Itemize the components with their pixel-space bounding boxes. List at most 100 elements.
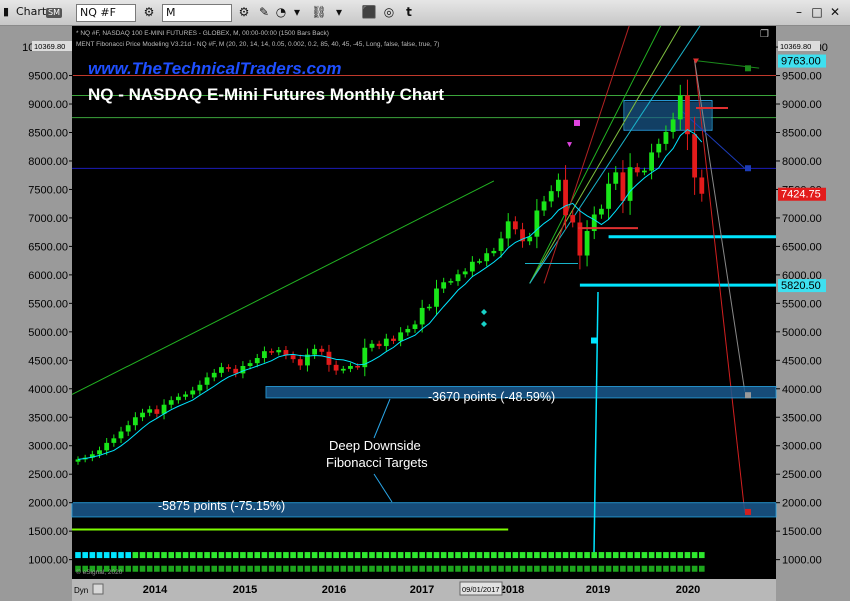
- signal-dot-1-60: [505, 565, 511, 572]
- candle-body-67: [555, 179, 561, 192]
- candle-body-62: [520, 229, 525, 242]
- chevron-down-icon[interactable]: ▾: [335, 5, 343, 19]
- signal-dot-1-5: [111, 565, 117, 572]
- xtick-2016: 2016: [322, 584, 346, 596]
- signal-dot-0-48: [419, 552, 425, 559]
- chevron-down-icon[interactable]: ▾: [293, 5, 301, 19]
- close-icon[interactable]: ✕: [829, 5, 841, 19]
- candle-body-24: [247, 363, 253, 366]
- signal-dot-1-25: [254, 565, 261, 572]
- projection-line-8: [679, 109, 746, 169]
- app-label[interactable]: Chart: [16, 5, 47, 18]
- signal-dot-0-18: [204, 552, 210, 559]
- signal-dot-1-37: [340, 565, 347, 572]
- projection-line-1: [529, 26, 662, 284]
- blue-square: [745, 165, 751, 172]
- signal-dot-1-17: [197, 565, 203, 572]
- signal-dot-0-11: [154, 552, 160, 559]
- signal-dot-1-54: [462, 565, 468, 572]
- left-axis-strip: [0, 26, 72, 601]
- signal-dot-0-37: [340, 552, 347, 559]
- ytick-right-11: 6500.00: [782, 241, 822, 253]
- signal-dot-1-2: [89, 565, 96, 572]
- ytick-left-17: 9500.00: [28, 71, 68, 83]
- candle-body-34: [319, 348, 325, 352]
- candle-body-65: [541, 201, 547, 211]
- x-axis-strip: [72, 579, 776, 601]
- signal-dot-1-39: [354, 565, 361, 572]
- candle-body-42: [376, 343, 382, 347]
- pencil-icon[interactable]: ✎: [258, 5, 270, 19]
- candle-body-87: [699, 177, 705, 194]
- signal-dot-1-4: [103, 565, 110, 572]
- signal-dot-0-61: [512, 552, 519, 559]
- globe-icon[interactable]: ◎: [383, 5, 395, 19]
- caption-line1: Deep Downside: [329, 438, 421, 453]
- signal-dot-1-24: [247, 565, 253, 572]
- signal-dot-1-49: [426, 565, 433, 572]
- signal-dot-0-7: [125, 552, 131, 559]
- twitter-icon[interactable]: t: [406, 5, 412, 19]
- signal-dot-1-1: [82, 565, 88, 572]
- symbol-input[interactable]: NQ #F: [76, 4, 136, 22]
- signal-dot-1-13: [168, 565, 175, 572]
- candle-body-44: [391, 338, 396, 341]
- candle-body-84: [677, 95, 683, 120]
- signal-dot-0-49: [426, 552, 433, 559]
- candle-body-5: [111, 438, 117, 443]
- signal-dot-1-61: [512, 565, 519, 572]
- window-restore-icon[interactable]: ❐: [760, 29, 769, 40]
- signal-dot-0-46: [405, 552, 411, 559]
- gear-icon[interactable]: ⚙: [143, 5, 155, 19]
- signal-dot-0-1: [82, 552, 88, 559]
- link-icon[interactable]: ⛓: [311, 5, 327, 19]
- left-top-label: 10369.80: [34, 42, 65, 51]
- ytick-left-16: 9000.00: [28, 99, 68, 111]
- teal-diamond-2: [481, 321, 487, 328]
- signal-dot-1-29: [283, 565, 289, 572]
- price-label-0: 9763.00: [781, 56, 821, 68]
- header-line1: * NQ #F, NASDAQ 100 E-MINI FUTURES - GLO…: [76, 30, 329, 37]
- scroll-button[interactable]: [92, 583, 104, 595]
- x-axis-ticks: 2014 2015 2016 2017 2018 2019 2020: [143, 584, 700, 596]
- maximize-icon[interactable]: □: [811, 5, 823, 19]
- left-y-axis-ticks: 1000.00 1500.00 2000.00 2500.00 3000.00 3500.…: [22, 42, 73, 567]
- camera-icon[interactable]: ⬛: [361, 5, 377, 19]
- gear-icon-2[interactable]: ⚙: [238, 5, 250, 19]
- signal-dot-0-12: [161, 552, 167, 559]
- signal-dot-0-43: [383, 552, 390, 559]
- signal-dot-1-53: [455, 565, 461, 572]
- signal-dot-1-46: [405, 565, 411, 572]
- candle-body-57: [484, 253, 490, 262]
- chart-svg[interactable]: 1000.00 1500.00 2000.00 2500.00 3000.00 3500.…: [0, 26, 850, 601]
- signal-dot-0-85: [684, 552, 691, 559]
- candle-body-81: [656, 143, 662, 153]
- candle-body-19: [211, 372, 217, 378]
- minimize-icon[interactable]: –: [796, 5, 802, 19]
- chart-title: NQ - NASDAQ E-Mini Futures Monthly Chart: [88, 85, 444, 104]
- fib-target-zones: [71, 385, 777, 518]
- circle-icon[interactable]: ◔: [275, 5, 287, 19]
- ytick-left-5: 3500.00: [28, 412, 68, 424]
- signal-dot-0-5: [111, 552, 117, 559]
- signal-dot-1-36: [333, 565, 339, 572]
- signal-dot-1-82: [663, 565, 669, 572]
- chart-icon[interactable]: ▮: [3, 5, 10, 18]
- candle-body-0: [75, 459, 81, 462]
- signal-dot-0-79: [641, 552, 648, 559]
- candle-body-39: [355, 365, 361, 368]
- interval-select[interactable]: M: [162, 4, 232, 22]
- ytick-right-17: 9500.00: [782, 71, 822, 83]
- signal-dot-1-67: [555, 565, 562, 572]
- signal-dot-1-0: [75, 565, 81, 572]
- candle-body-43: [383, 338, 389, 347]
- signal-dot-0-19: [211, 552, 218, 559]
- signal-dot-1-22: [232, 565, 239, 572]
- xtick-2020: 2020: [676, 584, 700, 596]
- signal-dot-1-19: [211, 565, 218, 572]
- candle-body-47: [412, 324, 418, 329]
- signal-dot-1-51: [440, 565, 447, 572]
- signal-dot-0-51: [440, 552, 447, 559]
- candle-body-52: [448, 281, 454, 283]
- candle-body-76: [620, 172, 626, 201]
